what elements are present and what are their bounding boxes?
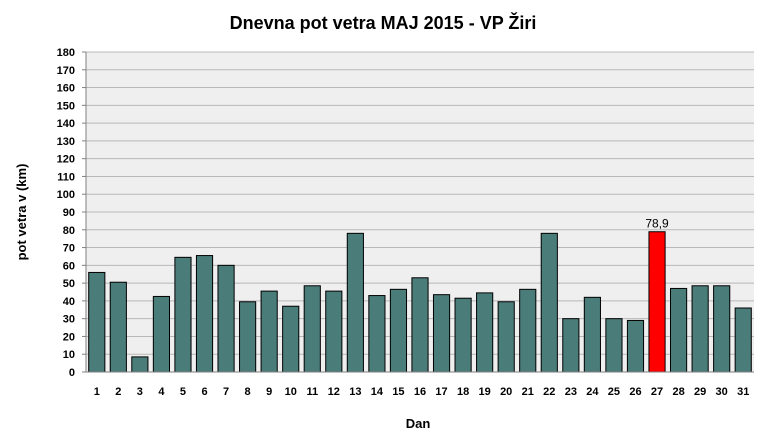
y-tick-label: 40 (63, 296, 75, 308)
bar (540, 232, 558, 373)
bar (583, 296, 601, 373)
x-tick-label: 3 (137, 386, 143, 398)
bar (217, 264, 235, 373)
bar (260, 290, 278, 373)
y-tick-label: 80 (63, 225, 75, 237)
y-tick-label: 160 (57, 83, 75, 95)
y-tick-label: 10 (63, 349, 75, 361)
y-tick-label: 130 (57, 136, 75, 148)
bar (325, 290, 343, 373)
bar (691, 285, 709, 373)
chart-title: Dnevna pot vetra MAJ 2015 - VP Žiri (230, 12, 537, 33)
y-tick-label: 100 (57, 189, 75, 201)
bar (303, 285, 321, 373)
x-tick-label: 23 (565, 386, 577, 398)
x-tick-label: 21 (522, 386, 534, 398)
bar (626, 319, 645, 373)
x-tick-label: 7 (223, 386, 229, 398)
bar (282, 305, 300, 373)
bar (389, 288, 408, 373)
x-tick-label: 29 (694, 386, 706, 398)
bar (605, 318, 623, 373)
bar-highlight (648, 231, 666, 373)
y-tick-label: 170 (57, 65, 75, 77)
data-label: 78,9 (645, 217, 669, 231)
x-tick-label: 18 (457, 386, 469, 398)
y-axis-label: pot vetra v (km) (14, 164, 29, 261)
bar (497, 301, 515, 373)
x-tick-label: 25 (608, 386, 620, 398)
bar (88, 271, 106, 373)
x-tick-label: 1 (94, 386, 100, 398)
bar (368, 295, 386, 373)
bar (476, 292, 494, 373)
bar (131, 356, 149, 373)
x-tick-label: 17 (435, 386, 447, 398)
y-tick-label: 30 (63, 314, 75, 326)
x-tick-label: 2 (115, 386, 121, 398)
y-tick-label: 90 (63, 207, 75, 219)
x-tick-label: 27 (651, 386, 663, 398)
bar (195, 255, 214, 373)
x-tick-label: 30 (716, 386, 728, 398)
bar (152, 295, 171, 373)
x-tick-label: 28 (672, 386, 684, 398)
y-tick-label: 20 (63, 331, 75, 343)
bar (411, 277, 429, 373)
x-tick-label: 26 (629, 386, 641, 398)
x-tick-label: 11 (306, 386, 318, 398)
bar (346, 232, 364, 373)
bar (734, 307, 752, 373)
x-tick-label: 4 (158, 386, 165, 398)
y-tick-label: 150 (57, 100, 75, 112)
x-tick-label: 15 (392, 386, 404, 398)
x-tick-label: 6 (201, 386, 207, 398)
y-tick-label: 60 (63, 260, 75, 272)
x-tick-label: 5 (180, 386, 186, 398)
x-tick-label: 19 (479, 386, 491, 398)
bar (239, 301, 257, 373)
x-tick-label: 13 (349, 386, 361, 398)
y-tick-label: 70 (63, 243, 75, 255)
x-tick-label: 12 (328, 386, 340, 398)
x-tick-label: 24 (586, 386, 599, 398)
y-tick-label: 140 (57, 118, 75, 130)
bar (562, 318, 580, 373)
y-tick-label: 180 (57, 47, 75, 59)
x-tick-label: 8 (245, 386, 251, 398)
bar (109, 281, 127, 373)
bar (713, 285, 731, 373)
y-tick-label: 50 (63, 278, 75, 290)
x-tick-label: 9 (266, 386, 272, 398)
bar (519, 288, 537, 373)
x-tick-label: 14 (371, 386, 384, 398)
x-tick-label: 31 (737, 386, 749, 398)
x-tick-label: 22 (543, 386, 555, 398)
bar (454, 297, 472, 373)
bar (174, 256, 192, 373)
bar (432, 294, 451, 373)
x-tick-label: 20 (500, 386, 512, 398)
x-tick-label: 16 (414, 386, 426, 398)
x-tick-label: 10 (285, 386, 297, 398)
y-tick-label: 120 (57, 154, 75, 166)
plot-area: 0102030405060708090100110120130140150160… (57, 47, 754, 398)
bar (670, 287, 688, 373)
y-tick-label: 0 (69, 367, 75, 379)
x-axis-label: Dan (406, 416, 431, 431)
y-tick-label: 110 (57, 171, 75, 183)
